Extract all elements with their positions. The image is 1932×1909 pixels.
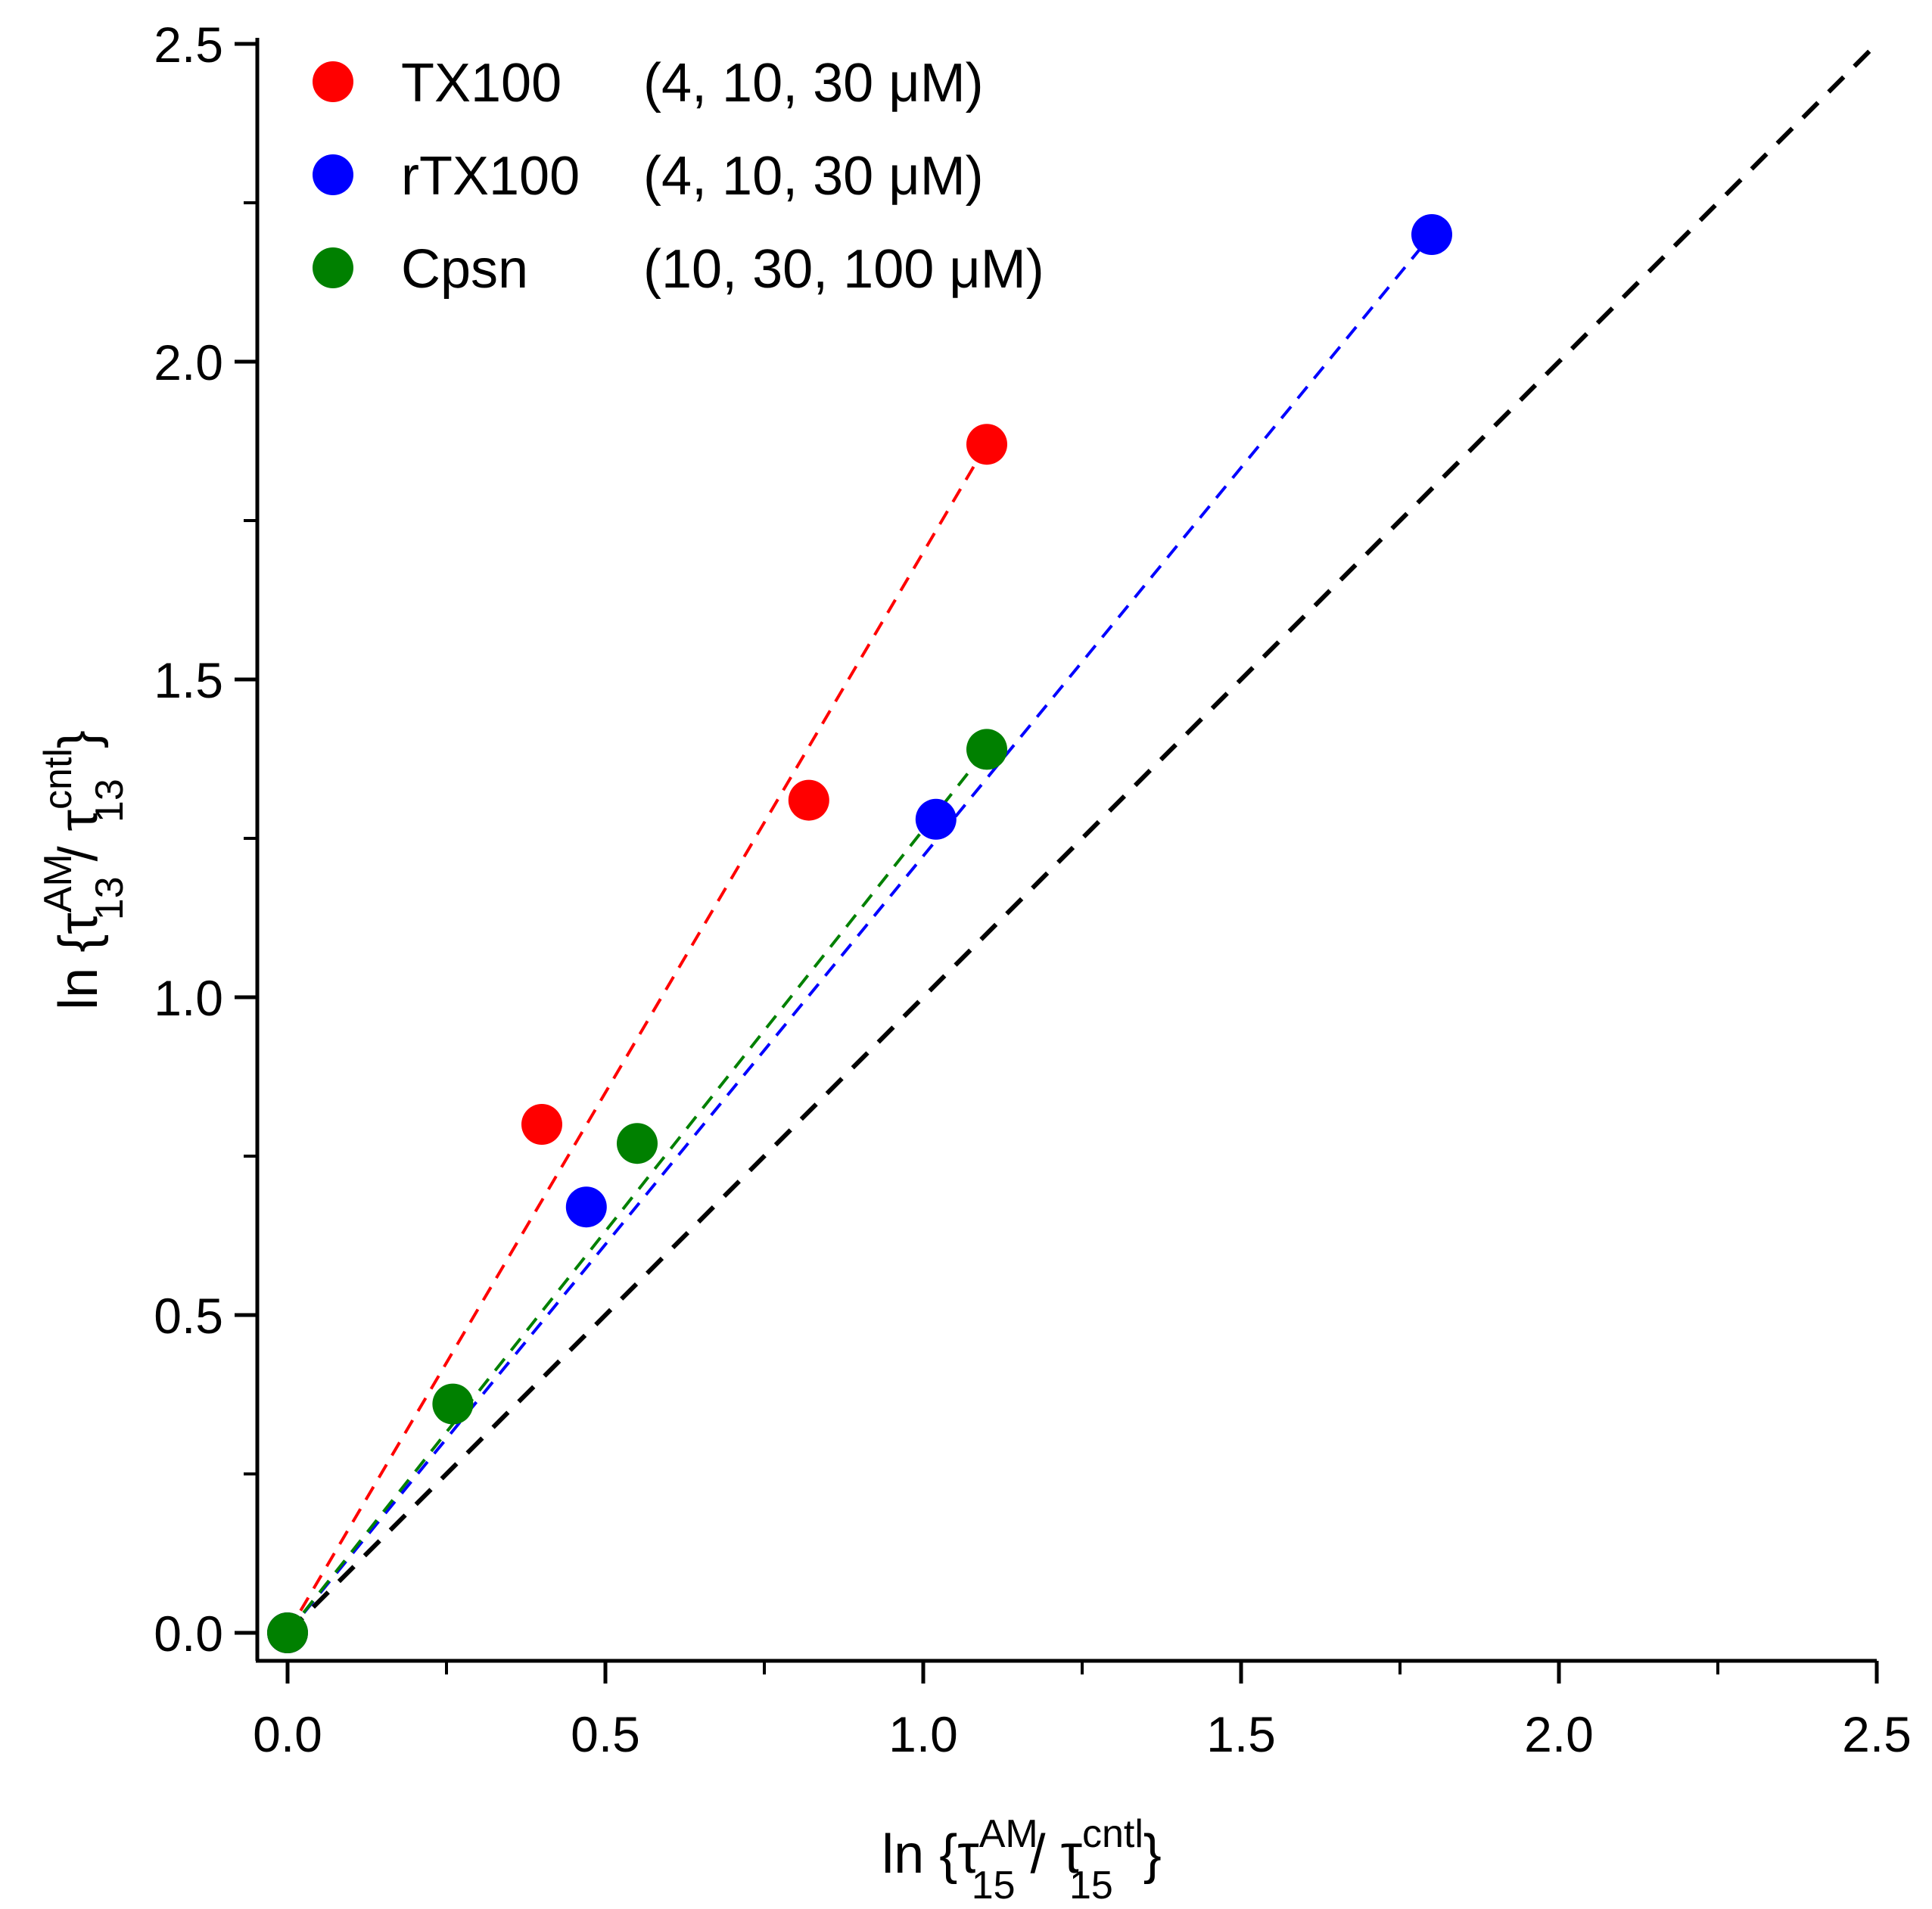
rtx100-point xyxy=(915,798,957,840)
rtx100-point xyxy=(1411,214,1452,255)
tx100-legend-marker xyxy=(313,61,353,102)
cpsn-point xyxy=(617,1123,658,1164)
y-axis-title: ln {τAM 13 / τcntl 13} xyxy=(36,730,132,1010)
identity-line xyxy=(285,42,1879,1635)
tx100-point xyxy=(521,1104,562,1145)
rtx100-fit-line xyxy=(286,233,1433,1634)
tx100-legend-label: TX100 xyxy=(401,53,562,113)
rtx100-legend-label: rTX100 xyxy=(401,146,580,207)
x-tick-label: 2.5 xyxy=(1842,1706,1912,1762)
cpsn-point xyxy=(966,729,1007,770)
cpsn-fit-line xyxy=(286,748,988,1634)
cpsn-point xyxy=(432,1383,474,1425)
rtx100-point xyxy=(565,1186,607,1228)
tx100-point xyxy=(966,424,1007,465)
cpsn-legend-concentrations: (10, 30, 100 μM) xyxy=(643,239,1044,300)
rtx100-legend-marker xyxy=(313,154,353,195)
y-tick-label: 1.5 xyxy=(154,652,223,708)
y-tick-label: 0.5 xyxy=(154,1288,223,1344)
cpsn-legend-marker xyxy=(313,247,353,288)
y-tick-label: 1.0 xyxy=(154,970,223,1026)
cpsn-point xyxy=(267,1612,308,1653)
data-points xyxy=(267,214,1452,1653)
axes: 0.0 0.5 1.0 1.5 2.0 2.5 0.0 0.5 1.0 1.5 2.0 2.5 xyxy=(154,17,1912,1762)
x-tick-label: 0.5 xyxy=(571,1706,640,1762)
x-axis-title: ln {τAM 15 / τcntl 15} xyxy=(882,1812,1162,1907)
fit-lines xyxy=(285,42,1879,1635)
x-tick-label: 2.0 xyxy=(1524,1706,1594,1762)
y-tick-label: 2.0 xyxy=(154,334,223,390)
rtx100-legend-concentrations: (4, 10, 30 μM) xyxy=(643,146,984,207)
x-tick-label: 1.0 xyxy=(888,1706,958,1762)
y-tick-label: 0.0 xyxy=(154,1606,223,1662)
legend: TX100 (4, 10, 30 μM) rTX100 (4, 10, 30 μM)… xyxy=(313,53,1044,300)
tx100-point xyxy=(788,779,829,821)
x-tick-label: 1.5 xyxy=(1206,1706,1276,1762)
cpsn-legend-label: Cpsn xyxy=(401,239,528,300)
y-tick-label: 2.5 xyxy=(154,17,223,73)
x-tick-label: 0.0 xyxy=(253,1706,322,1762)
tx100-legend-concentrations: (4, 10, 30 μM) xyxy=(643,53,984,113)
